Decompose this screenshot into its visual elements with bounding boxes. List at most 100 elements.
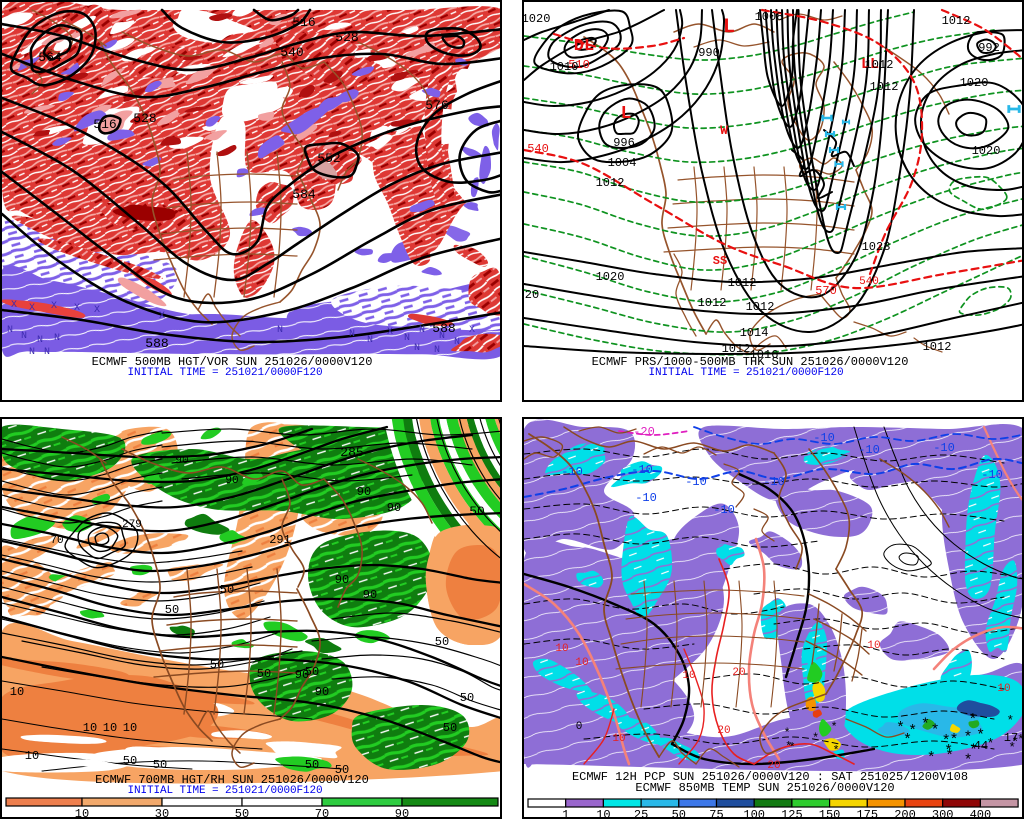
svg-text:*: * [964,753,973,770]
svg-text:N: N [277,325,283,336]
svg-text:10: 10 [25,749,39,763]
svg-text:*: * [942,733,951,750]
svg-text:10: 10 [10,685,24,699]
svg-text:564: 564 [38,50,62,65]
svg-text:-10: -10 [933,441,955,455]
svg-text:N: N [349,329,355,340]
svg-text:990: 990 [698,46,720,60]
svg-text:*: * [1006,714,1014,729]
svg-text:10: 10 [103,721,117,735]
svg-text:588: 588 [432,321,455,336]
svg-text:N: N [44,347,50,358]
svg-text:N: N [439,331,445,342]
svg-text:44: 44 [974,739,988,753]
svg-text:*: * [896,720,905,737]
svg-text:291: 291 [269,533,291,547]
svg-text:-10: -10 [631,463,653,477]
svg-text:20: 20 [717,725,730,737]
svg-text:50: 50 [235,807,249,819]
svg-text:100: 100 [743,808,765,819]
svg-text:*: * [1011,735,1019,750]
svg-text:50: 50 [165,603,179,617]
svg-text:552: 552 [317,151,340,166]
svg-text:540: 540 [280,45,303,60]
svg-text:279: 279 [122,519,142,531]
svg-text:588: 588 [145,336,168,351]
svg-text:90: 90 [335,573,349,587]
svg-text:10: 10 [612,733,625,745]
svg-text:10: 10 [596,808,610,819]
svg-text:20: 20 [767,760,780,772]
svg-text:-10: -10 [763,475,785,489]
svg-text:400: 400 [970,808,992,819]
svg-text:576: 576 [425,98,448,113]
svg-text:1012: 1012 [728,276,757,290]
svg-text:10: 10 [123,721,137,735]
svg-text:1012: 1012 [870,80,899,94]
svg-text:1020: 1020 [524,12,550,26]
svg-text:50: 50 [335,763,349,777]
svg-text:10: 10 [83,721,97,735]
svg-text:10: 10 [682,670,695,682]
svg-text:-10: -10 [858,443,880,457]
svg-text:1012: 1012 [596,176,625,190]
svg-text:540: 540 [859,276,879,288]
svg-text:528: 528 [335,30,358,45]
svg-text:X: X [74,303,80,314]
svg-text:0: 0 [576,721,583,733]
svg-text:50: 50 [153,758,167,772]
svg-text:992: 992 [978,41,1000,55]
svg-text:300: 300 [932,808,954,819]
svg-text:125: 125 [781,808,803,819]
svg-text:N: N [37,335,43,346]
svg-text:*: * [987,737,995,752]
svg-text:X: X [387,327,393,338]
svg-text:90: 90 [395,807,409,819]
svg-text:*: * [908,723,917,740]
svg-text:516: 516 [292,15,315,30]
svg-text:1012: 1012 [722,342,751,356]
svg-text:1012: 1012 [746,300,775,314]
svg-text:528: 528 [133,111,156,126]
svg-text:SS: SS [713,254,727,268]
svg-text:1012: 1012 [942,14,971,28]
svg-text:W: W [720,123,728,138]
svg-text:*: * [833,744,840,758]
svg-text:X: X [29,303,35,314]
svg-text:1008: 1008 [755,10,784,24]
svg-text:X: X [94,305,100,316]
svg-text:90: 90 [315,685,329,699]
svg-text:510: 510 [568,58,590,72]
svg-text:N: N [21,331,27,342]
svg-text:10: 10 [575,657,588,669]
svg-text:90: 90 [175,455,188,467]
svg-text:50: 50 [210,658,224,672]
svg-text:N: N [404,333,410,344]
svg-text:*: * [830,720,837,734]
svg-text:10: 10 [555,643,568,655]
svg-text:150: 150 [819,808,841,819]
svg-text:70: 70 [315,807,329,819]
svg-text:1004: 1004 [608,156,637,170]
svg-text:*: * [789,741,796,755]
svg-text:175: 175 [856,808,878,819]
svg-text:50: 50 [305,758,319,772]
svg-text:X: X [159,311,165,322]
svg-text:1014: 1014 [740,326,769,340]
svg-text:*: * [1017,733,1024,748]
svg-text:17: 17 [1004,731,1018,745]
svg-text:N: N [419,325,425,336]
svg-text:25: 25 [634,808,648,819]
svg-text:*: * [903,732,912,749]
svg-text:DL: DL [574,37,594,56]
svg-text:-20: -20 [633,425,655,439]
svg-text:X: X [11,300,17,311]
svg-text:20: 20 [732,667,745,679]
svg-text:50: 50 [469,504,485,519]
svg-text:*: * [785,740,792,754]
svg-text:90: 90 [363,588,377,602]
svg-text:20: 20 [525,288,539,302]
svg-text:-10: -10 [561,465,583,479]
svg-text:1023: 1023 [862,240,891,254]
svg-text:-10: -10 [813,431,835,445]
